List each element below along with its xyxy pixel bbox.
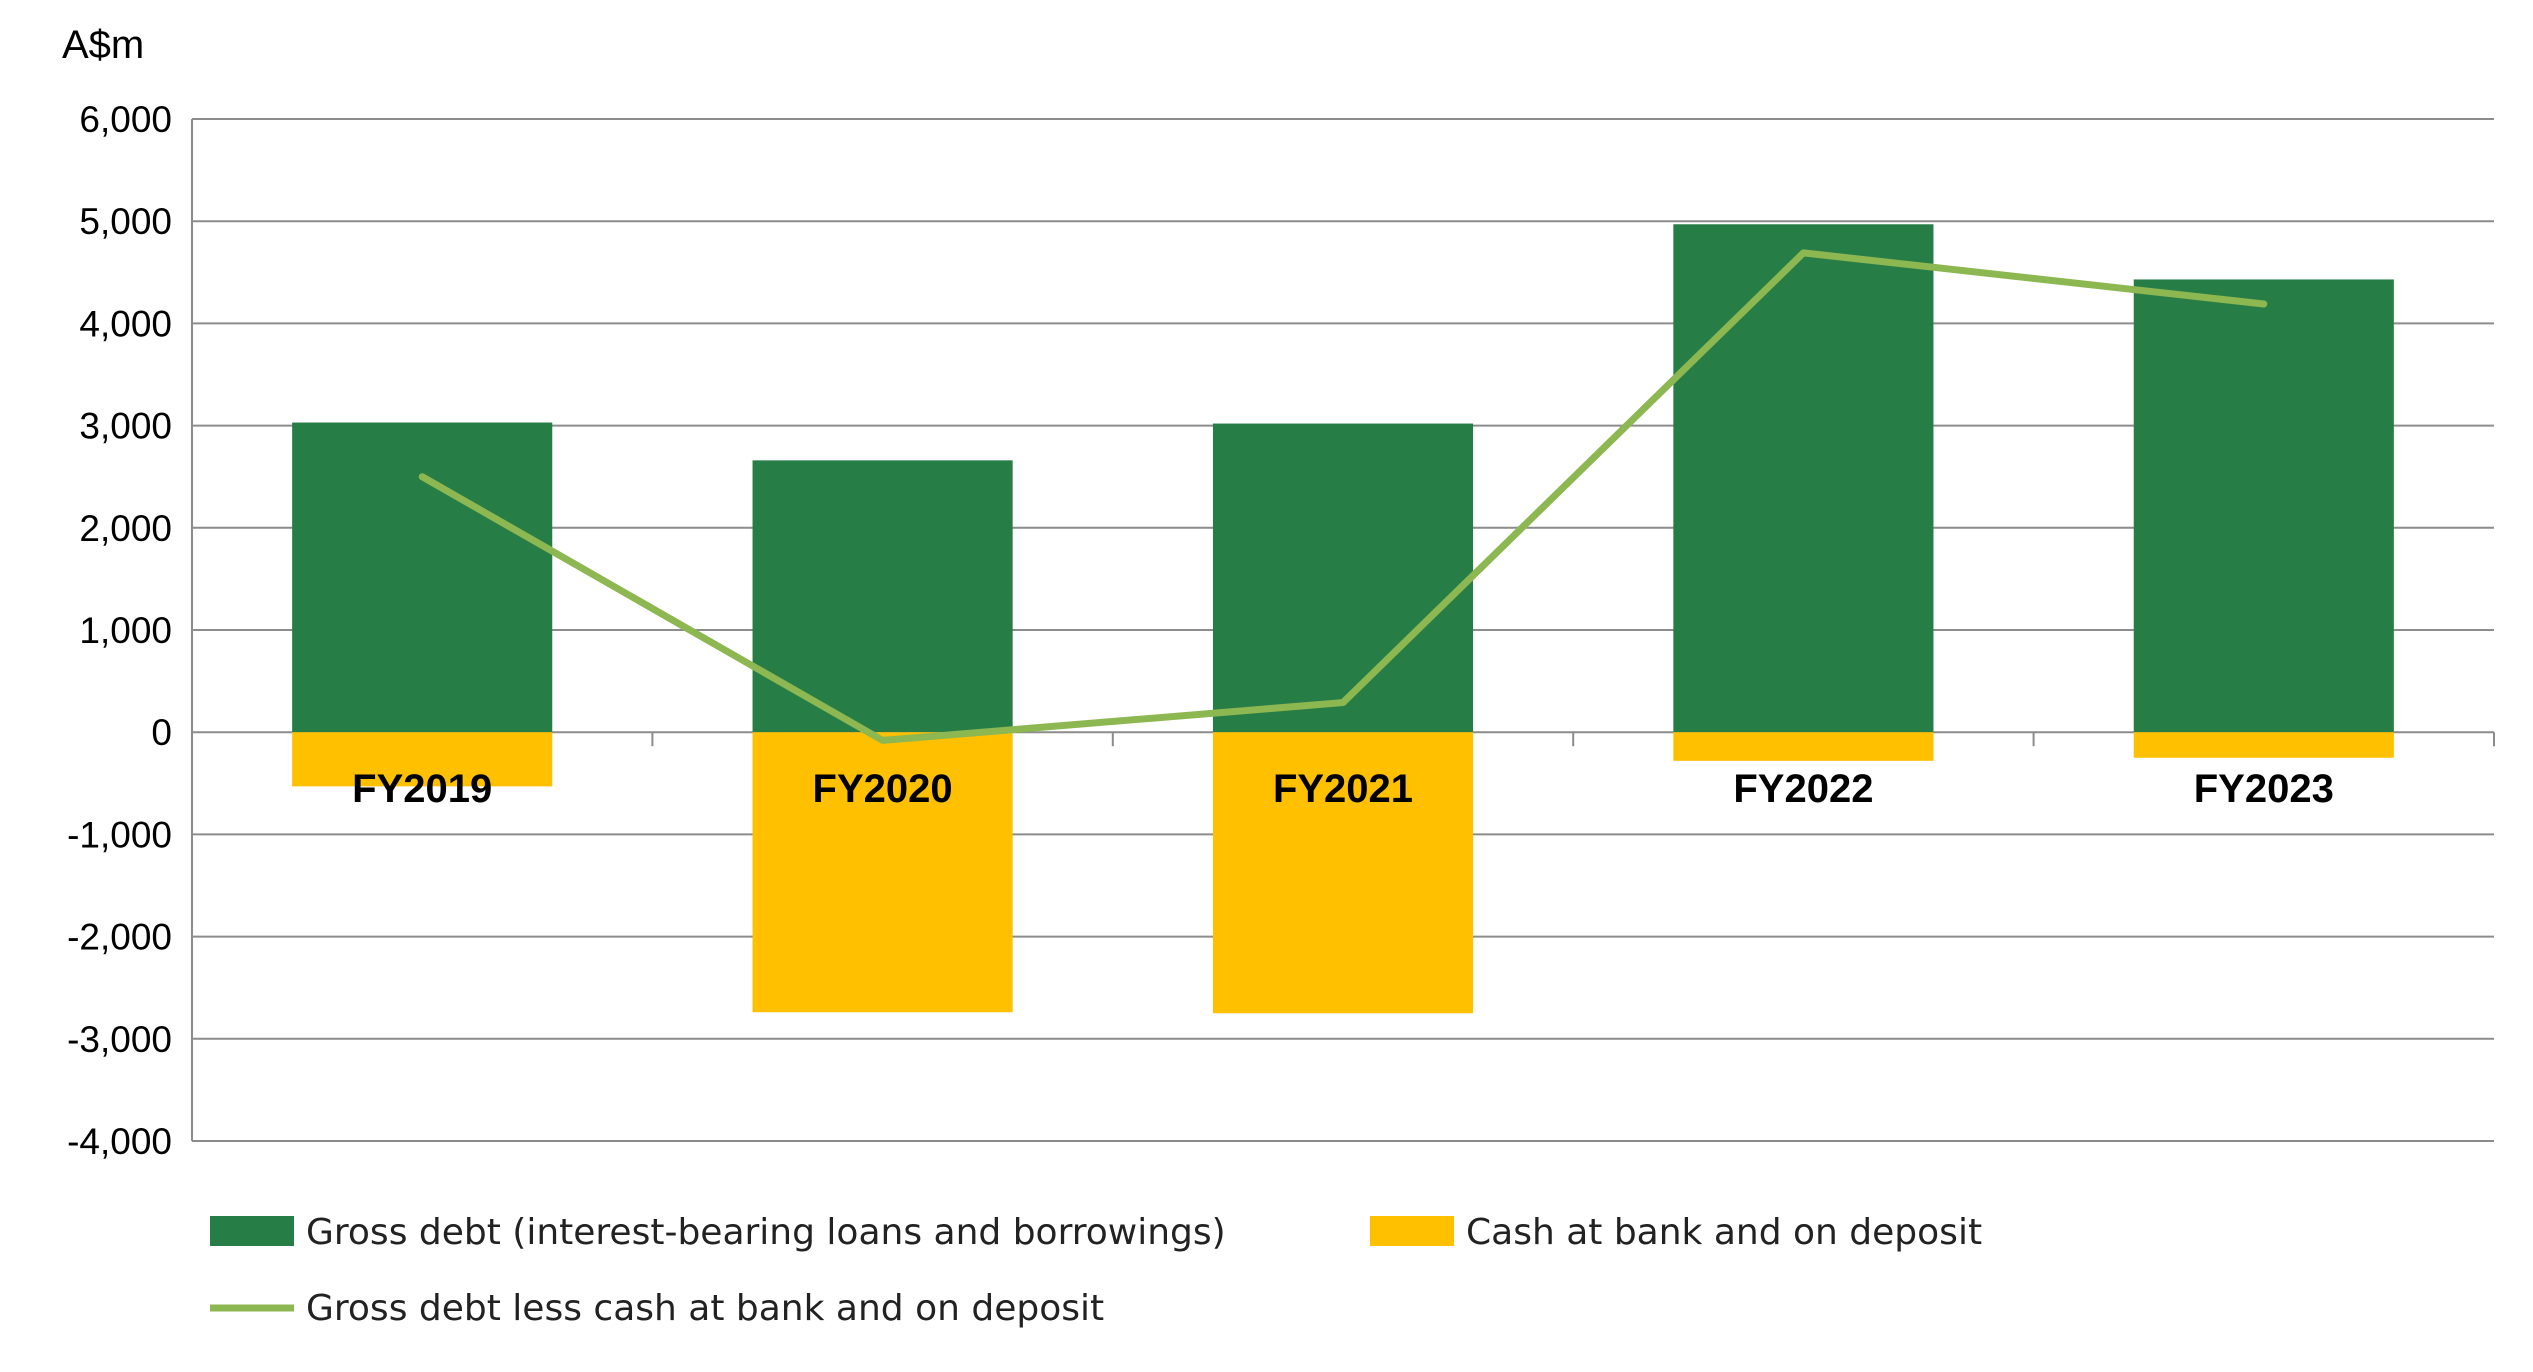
category-label: FY2020 <box>813 767 953 811</box>
y-tick-label: -4,000 <box>67 1121 172 1162</box>
y-tick-label: 3,000 <box>79 406 172 447</box>
legend-swatch-gross-debt <box>210 1216 294 1246</box>
y-axis-unit-label: A$m <box>62 23 144 67</box>
category-labels: FY2019 FY2020 FY2021 FY2022 FY2023 <box>352 767 2334 811</box>
legend: Gross debt (interest-bearing loans and b… <box>210 1212 1982 1329</box>
legend-swatch-cash <box>1370 1216 1454 1246</box>
legend-label-gross-debt: Gross debt (interest-bearing loans and b… <box>306 1212 1226 1253</box>
bar-gross-debt <box>1673 224 1934 733</box>
bar-cash <box>1673 732 1934 761</box>
y-tick-label: -3,000 <box>67 1019 172 1060</box>
bar-gross-debt <box>1212 423 1474 733</box>
category-label: FY2022 <box>1733 767 1873 811</box>
y-axis-ticks: 6,000 5,000 4,000 3,000 2,000 1,000 0 -1,000 -2,… <box>67 99 172 1162</box>
y-tick-label: -1,000 <box>67 814 172 855</box>
bar-gross-debt <box>292 422 553 733</box>
y-tick-label: 4,000 <box>79 303 172 344</box>
legend-label-net-debt: Gross debt less cash at bank and on depo… <box>306 1288 1104 1329</box>
legend-label-cash: Cash at bank and on deposit <box>1466 1212 1982 1253</box>
category-label: FY2021 <box>1273 767 1413 811</box>
bar-cash <box>292 732 553 787</box>
y-tick-label: 0 <box>151 712 172 753</box>
y-tick-label: 6,000 <box>79 99 172 140</box>
y-tick-label: 1,000 <box>79 610 172 651</box>
category-label: FY2019 <box>352 767 492 811</box>
bar-cash <box>2133 732 2394 758</box>
net-debt-line <box>418 249 2268 744</box>
bars <box>292 224 2394 1014</box>
bar-gross-debt <box>2133 279 2394 733</box>
y-tick-label: -2,000 <box>67 917 172 958</box>
bar-cash <box>752 732 1013 1013</box>
bar-cash <box>1212 732 1474 1014</box>
y-tick-label: 2,000 <box>79 508 172 549</box>
y-tick-label: 5,000 <box>79 201 172 242</box>
category-label: FY2023 <box>2194 767 2334 811</box>
net-debt-line-group <box>418 249 2268 744</box>
